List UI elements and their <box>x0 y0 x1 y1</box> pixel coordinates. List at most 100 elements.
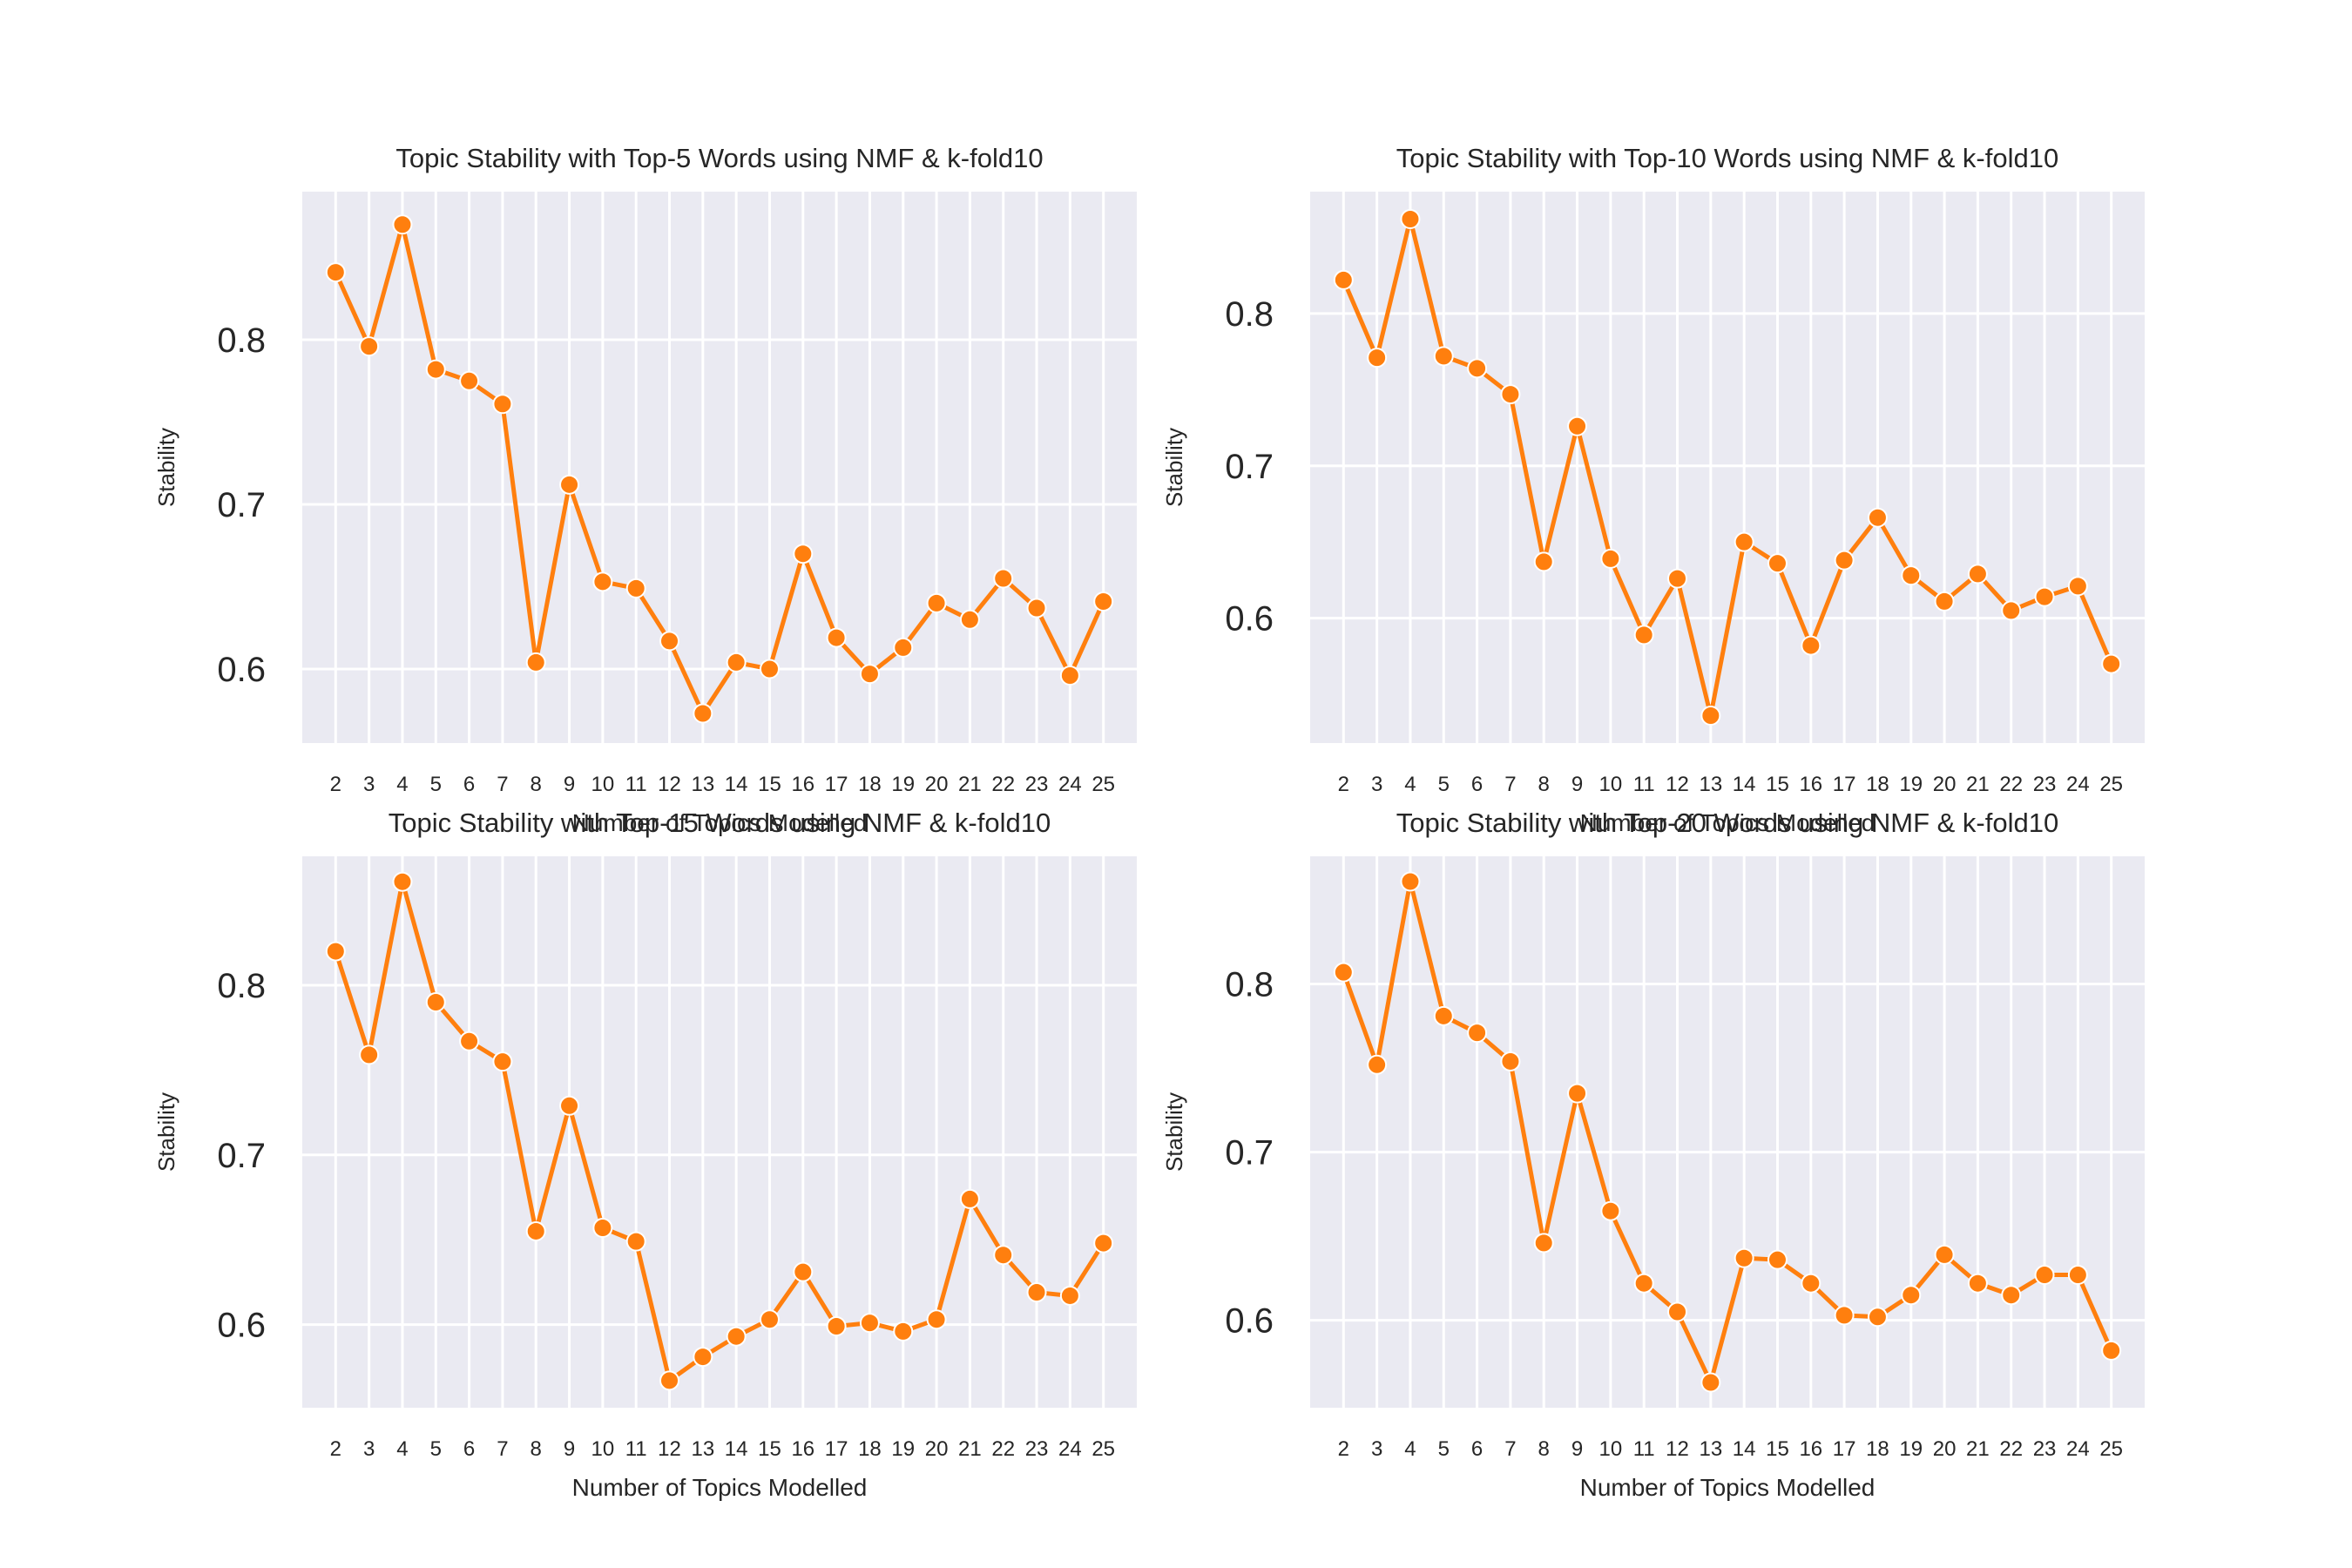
chart-3-data-point <box>1059 1285 1080 1306</box>
chart-2-xtick-label: 9 <box>1571 773 1583 796</box>
chart-1-xtick-label: 7 <box>497 773 508 796</box>
chart-3-data-point <box>392 871 413 892</box>
chart-2-data-point <box>1767 553 1788 574</box>
chart-4-data-point <box>2067 1265 2088 1286</box>
chart-2-xtick-label: 2 <box>1338 773 1349 796</box>
chart-2-xtick-label: 11 <box>1633 773 1655 796</box>
chart-4-xtick-label: 11 <box>1633 1437 1655 1461</box>
chart-1-xtick-label: 2 <box>330 773 341 796</box>
chart-2-xtick-label: 14 <box>1733 773 1756 796</box>
chart-1-data-point <box>826 627 847 648</box>
chart-1-xtick-label: 13 <box>691 773 714 796</box>
chart-4-ytick-label: 0.6 <box>1225 1302 1274 1341</box>
chart-4-xtick-label: 14 <box>1733 1437 1756 1461</box>
chart-4-data-point <box>1567 1083 1588 1104</box>
chart-4-xtick-label: 6 <box>1471 1437 1483 1461</box>
chart-2-data-point <box>1867 507 1888 528</box>
chart-2-data-point <box>2101 653 2122 674</box>
chart-4-xtick-label: 10 <box>1599 1437 1623 1461</box>
chart-1-data-point <box>859 664 880 685</box>
chart-3-data-point <box>959 1188 980 1209</box>
chart-4: 0.60.70.82 3 4 5 6 7 8 9 10 11 12 13 14 15 16 17 18 19 20 2… <box>1161 808 2145 1501</box>
chart-2-xtick-label: 15 <box>1766 773 1789 796</box>
chart-1-xtick-label: 14 <box>725 773 748 796</box>
chart-1-data-point <box>492 394 513 415</box>
chart-4-data-point <box>2101 1340 2122 1361</box>
chart-2-data-point <box>1667 568 1688 589</box>
chart-2-xtick-label: 17 <box>1833 773 1856 796</box>
chart-3-xtick-label: 14 <box>725 1437 748 1461</box>
chart-3-xtick-label: 25 <box>1092 1437 1115 1461</box>
chart-1-xtick-label: 9 <box>564 773 575 796</box>
chart-2: 0.60.70.82 3 4 5 6 7 8 9 10 11 12 13 14 15 16 17 18 19 20 2… <box>1161 143 2145 836</box>
chart-3-xtick-label: 12 <box>658 1437 681 1461</box>
chart-4-data-point <box>2034 1265 2055 1286</box>
chart-3-y-axis-label: Stability <box>153 1092 179 1172</box>
chart-3-ytick-label: 0.7 <box>217 1137 266 1175</box>
chart-3-data-point <box>492 1051 513 1072</box>
chart-4-data-point <box>1901 1285 1922 1306</box>
chart-3-data-point <box>793 1261 814 1282</box>
chart-4-xtick-label: 20 <box>1933 1437 1957 1461</box>
chart-4-data-point <box>1433 1005 1454 1026</box>
chart-1-xtick-label: 10 <box>591 773 615 796</box>
chart-4-data-point <box>1734 1247 1754 1268</box>
chart-3-xtick-label: 9 <box>564 1437 575 1461</box>
chart-3-title: Topic Stability with Top-15 Words using … <box>389 808 1051 838</box>
chart-3-data-point <box>325 941 346 962</box>
chart-4-xtick-label: 8 <box>1538 1437 1550 1461</box>
chart-4-data-point <box>1600 1200 1621 1221</box>
chart-4-xtick-label: 12 <box>1666 1437 1689 1461</box>
chart-2-ytick-label: 0.6 <box>1225 600 1274 639</box>
chart-4-data-point <box>1667 1301 1688 1322</box>
chart-1-data-point <box>625 578 646 598</box>
chart-3-xtick-label: 24 <box>1058 1437 1082 1461</box>
chart-3-xtick-label: 13 <box>691 1437 714 1461</box>
chart-4-xtick-label: 18 <box>1866 1437 1889 1461</box>
chart-3-data-point <box>693 1347 713 1368</box>
chart-2-xtick-label: 21 <box>1966 773 1990 796</box>
chart-1-plot-area <box>302 192 1137 743</box>
chart-2-data-point <box>2067 576 2088 597</box>
chart-1-data-point <box>459 370 480 391</box>
chart-2-data-point <box>1333 269 1354 290</box>
chart-1-data-point <box>793 544 814 564</box>
chart-1-xtick-label: 4 <box>396 773 408 796</box>
chart-2-xtick-label: 13 <box>1699 773 1722 796</box>
chart-4-xtick-label: 17 <box>1833 1437 1856 1461</box>
chart-1-data-point <box>1026 598 1047 618</box>
chart-3-ytick-label: 0.6 <box>217 1307 266 1345</box>
chart-4-data-point <box>1400 871 1421 892</box>
chart-4-data-point <box>1934 1244 1955 1265</box>
chart-4-xtick-label: 2 <box>1338 1437 1349 1461</box>
chart-2-x-axis-label: Number of Topics Modelled <box>1580 809 1876 836</box>
chart-3-xtick-label: 2 <box>330 1437 341 1461</box>
chart-2-data-point <box>1467 358 1488 379</box>
chart-4-xtick-label: 16 <box>1799 1437 1822 1461</box>
chart-1-xtick-label: 22 <box>991 773 1015 796</box>
chart-2-xtick-label: 8 <box>1538 773 1550 796</box>
chart-1-data-point <box>693 703 713 724</box>
chart-3-data-point <box>559 1095 580 1116</box>
chart-2-data-point <box>1901 565 1922 586</box>
chart-2-ytick-label: 0.8 <box>1225 295 1274 334</box>
chart-1-data-point <box>893 637 914 658</box>
chart-2-xtick-label: 18 <box>1866 773 1889 796</box>
chart-3-xtick-label: 21 <box>958 1437 982 1461</box>
chart-4-xtick-label: 9 <box>1571 1437 1583 1461</box>
chart-4-data-point <box>1967 1273 1988 1294</box>
chart-2-xtick-label: 25 <box>2099 773 2123 796</box>
chart-2-xtick-label: 20 <box>1933 773 1957 796</box>
chart-2-xtick-label: 19 <box>1899 773 1923 796</box>
chart-1-xtick-label: 8 <box>531 773 542 796</box>
chart-2-data-point <box>1500 384 1521 405</box>
chart-1-xtick-label: 17 <box>825 773 848 796</box>
chart-3-data-point <box>525 1220 546 1241</box>
chart-1-data-point <box>726 652 747 672</box>
chart-4-xtick-label: 15 <box>1766 1437 1789 1461</box>
chart-3-data-point <box>859 1313 880 1334</box>
chart-2-data-point <box>2001 600 2022 621</box>
chart-2-xtick-label: 12 <box>1666 773 1689 796</box>
chart-4-xtick-label: 19 <box>1899 1437 1923 1461</box>
